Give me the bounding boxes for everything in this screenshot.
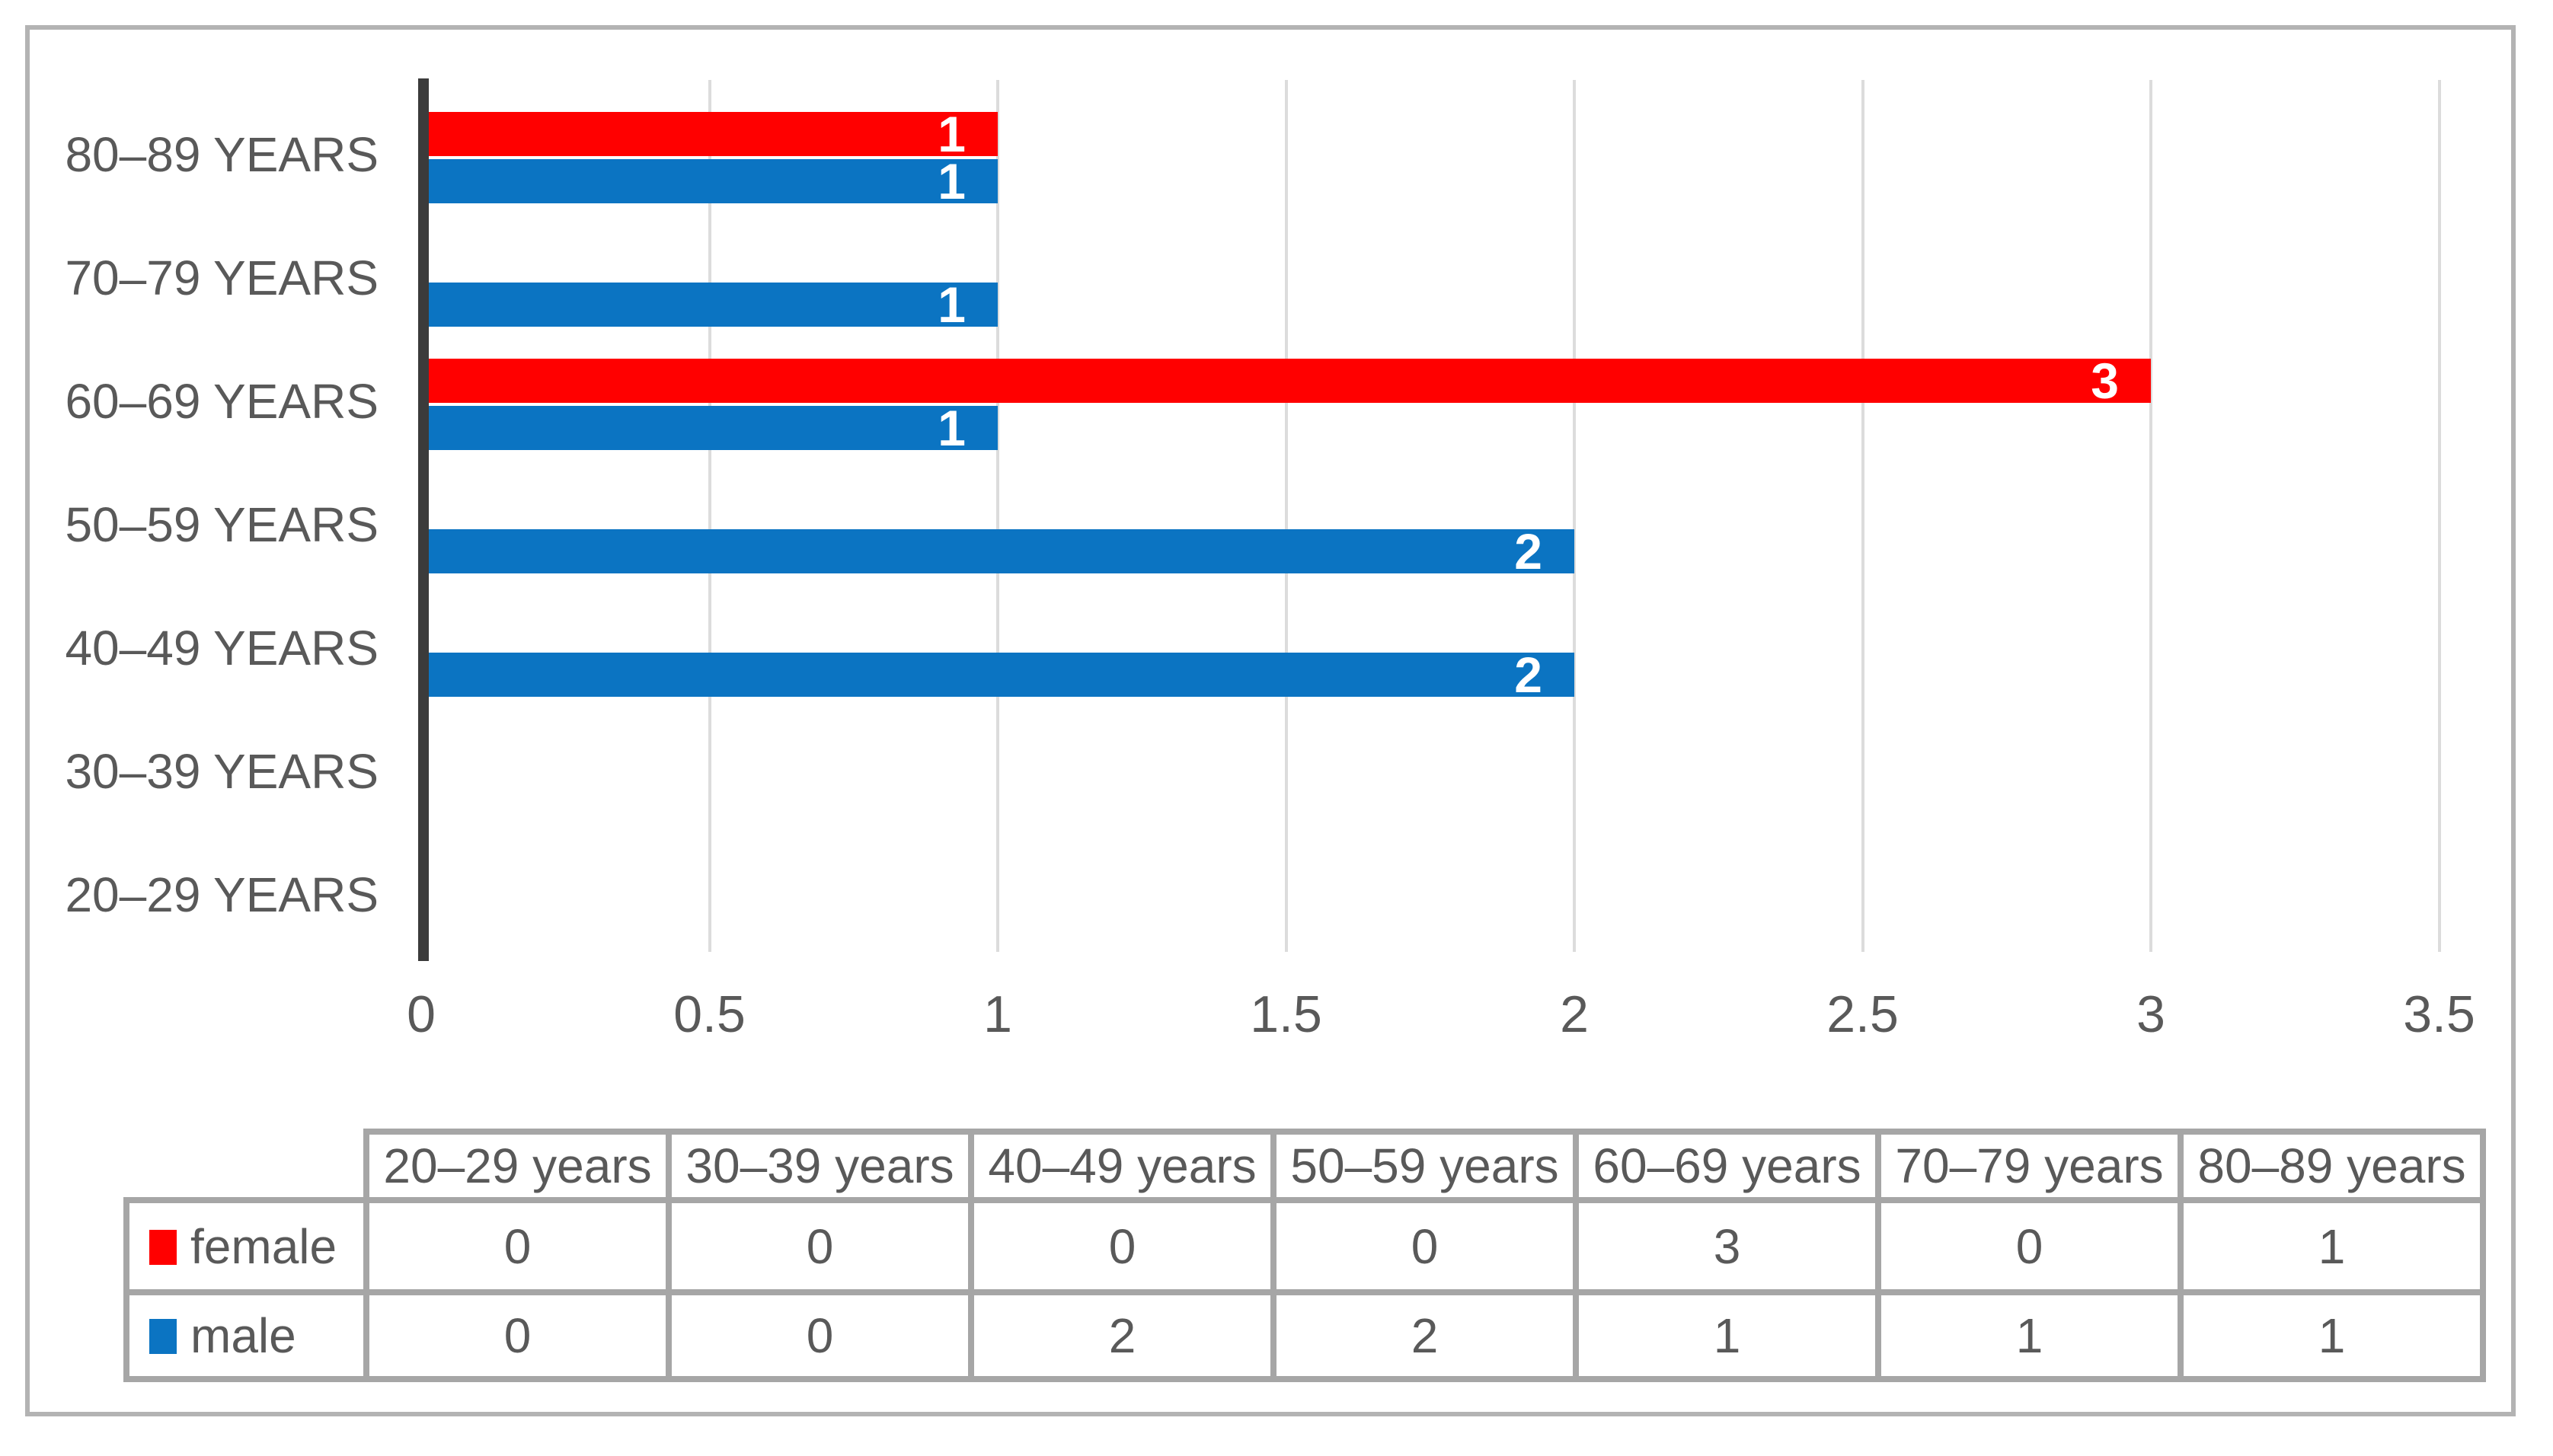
table-value-cell: 0: [1270, 1197, 1579, 1295]
table-value-cell: 1: [1875, 1289, 2184, 1382]
table-header-cell: 40–49 years: [968, 1129, 1276, 1203]
x-tick-label: 2: [1560, 985, 1589, 1043]
bar-value-label: 1: [938, 276, 966, 333]
table-value-cell: 0: [363, 1197, 672, 1295]
chart-data-table: 20–29 years 30–39 years 40–49 years 50–59 y…: [123, 1129, 2486, 1382]
bar-female: 1: [429, 106, 998, 162]
legend-label-female: female: [190, 1218, 337, 1274]
legend-row-label-male: male: [123, 1289, 369, 1382]
bar-value-label: 1: [938, 106, 966, 162]
legend-label-male: male: [190, 1308, 296, 1363]
bar-male: 1: [429, 153, 998, 209]
table-header-cell: 20–29 years: [363, 1129, 672, 1203]
table-header-cell: 70–79 years: [1875, 1129, 2184, 1203]
table-value-cell: 3: [1573, 1197, 1881, 1295]
bar-male: 2: [429, 523, 1574, 580]
bar-value-label: 3: [2091, 353, 2119, 409]
table-header-cell: 50–59 years: [1270, 1129, 1579, 1203]
table-header-cell: 60–69 years: [1573, 1129, 1881, 1203]
bar-male: 2: [429, 647, 1574, 703]
table-value-cell: 2: [968, 1289, 1276, 1382]
bar-value-label: 1: [938, 153, 966, 209]
table-value-cell: 0: [1875, 1197, 2184, 1295]
legend-swatch-female: [149, 1229, 177, 1265]
category-axis-line: [418, 78, 429, 961]
x-tick-label: 3.5: [2403, 985, 2475, 1043]
table-value-cell: 1: [1573, 1289, 1881, 1382]
x-tick-label: 3: [2136, 985, 2165, 1043]
y-axis-label: 20–29 YEARS: [65, 867, 379, 922]
x-tick-label: 1: [983, 985, 1012, 1043]
x-tick-label: 1.5: [1250, 985, 1322, 1043]
table-header-cell: 80–89 years: [2178, 1129, 2486, 1203]
bar-male: 1: [429, 400, 998, 456]
x-tick-label: 0: [407, 985, 436, 1043]
x-tick-label: 0.5: [673, 985, 746, 1043]
bar-value-label: 2: [1514, 647, 1542, 703]
legend-row-label-female: female: [123, 1197, 369, 1295]
gridline: [708, 80, 711, 952]
y-axis-label: 80–89 YEARS: [65, 127, 379, 182]
gridline: [1861, 80, 1864, 952]
y-axis-label: 50–59 YEARS: [65, 497, 379, 552]
gridline: [2149, 80, 2152, 952]
bar-value-label: 1: [938, 400, 966, 456]
y-axis-label: 60–69 YEARS: [65, 374, 379, 429]
x-tick-label: 2.5: [1826, 985, 1899, 1043]
data-table: 20–29 years 30–39 years 40–49 years 50–59 y…: [123, 1129, 2486, 1382]
gridline: [996, 80, 999, 952]
bar-value-label: 2: [1514, 523, 1542, 580]
table-value-cell: 0: [666, 1197, 974, 1295]
y-axis-label: 40–49 YEARS: [65, 621, 379, 675]
y-axis-label: 30–39 YEARS: [65, 744, 379, 799]
table-value-cell: 1: [2178, 1197, 2486, 1295]
table-value-cell: 0: [363, 1289, 672, 1382]
table-header-cell: 30–39 years: [666, 1129, 974, 1203]
table-corner-cell: [126, 1132, 366, 1200]
legend-swatch-male: [149, 1319, 177, 1355]
table-value-cell: 2: [1270, 1289, 1579, 1382]
table-value-cell: 0: [666, 1289, 974, 1382]
gridline: [1284, 80, 1288, 952]
table-value-cell: 1: [2178, 1289, 2486, 1382]
bar-male: 1: [429, 276, 998, 333]
gridline: [2437, 80, 2441, 952]
bar-female: 3: [429, 353, 2151, 409]
y-axis-label: 70–79 YEARS: [65, 251, 379, 305]
gridline: [1573, 80, 1576, 952]
table-value-cell: 0: [968, 1197, 1276, 1295]
